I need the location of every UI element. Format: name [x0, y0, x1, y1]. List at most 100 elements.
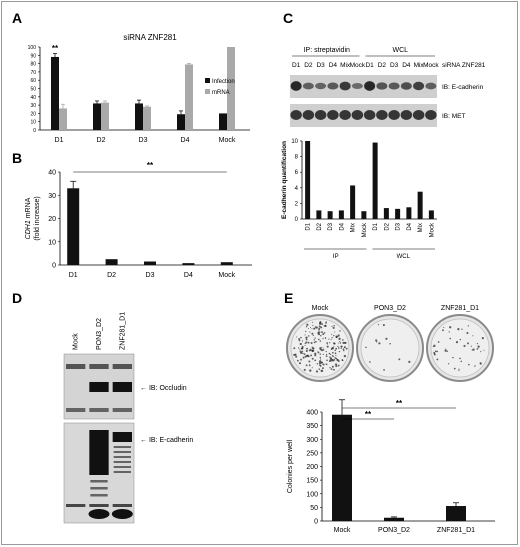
panel-e-colony: [299, 348, 301, 350]
panel-e-colony: [338, 342, 340, 344]
panel-d-blot2-label: ← IB: E-cadherin: [140, 437, 193, 444]
panel-c-lane-label: Mock: [350, 62, 366, 69]
panel-e-colony: [306, 336, 308, 338]
panel-c-category-label: Mix: [351, 223, 357, 232]
panel-e-colony: [329, 356, 331, 359]
panel-a-category-label: D1: [55, 137, 64, 144]
panel-e-colony: [318, 328, 320, 331]
panel-e-colony: [317, 332, 321, 336]
panel-e-colony: [319, 340, 322, 342]
panel-d-lower-band: [112, 408, 132, 412]
panel-c-ytick-label: 4: [295, 186, 299, 192]
panel-e-colony: [325, 353, 328, 356]
panel-e-colony: [339, 342, 342, 344]
panel-d-ecad-smear: [89, 430, 109, 475]
panel-b-ytick-label: 10: [48, 239, 56, 246]
panel-e-colony: [331, 347, 335, 350]
panel-e-colony: [460, 360, 463, 363]
panel-e-colony: [318, 368, 321, 370]
panel-a-chart: siRNA ZNF281 0 10 20 30 40 50 60 70 80 90 100 D1 D2 D3…: [28, 33, 250, 144]
panel-e-colony: [342, 339, 344, 341]
panel-e-colony: [310, 326, 312, 328]
panel-e-colony: [317, 332, 319, 334]
panel-e-colony: [299, 342, 302, 346]
panel-e-colony: [338, 350, 341, 353]
panel-e-colony: [331, 325, 333, 327]
panel-e-colony: [433, 344, 436, 348]
panel-e-colony: [334, 349, 336, 352]
panel-e-colony: [476, 347, 479, 350]
panel-e-colony: [320, 331, 323, 333]
panel-e-plate-label: Mock: [312, 305, 329, 312]
panel-a-ytick-label: 80: [30, 62, 36, 68]
panel-e-colony: [330, 339, 332, 341]
panel-a-ytick-label: 100: [28, 45, 37, 51]
panel-c-met-band: [388, 110, 400, 120]
panel-c-ecad-band: [315, 82, 327, 90]
panel-c-category-label: D1: [306, 222, 312, 230]
panel-d-upper-band: [89, 364, 109, 369]
panel-e-colony: [322, 333, 325, 336]
panel-b-significance: **: [147, 161, 154, 170]
panel-c-lane-label: D3: [316, 62, 325, 69]
panel-b-category-label: D4: [184, 272, 193, 279]
panel-b-ytick-label: 30: [48, 193, 56, 200]
panel-c-category-label: Mock: [362, 222, 368, 237]
panel-e-colony: [342, 348, 345, 351]
panel-d-occludin-band: [112, 382, 132, 392]
panel-e-colony: [332, 326, 335, 329]
panel-c-lane-label: D1: [365, 62, 374, 69]
panel-e-colony: [476, 342, 479, 345]
panel-e-bar: [332, 414, 352, 521]
panel-label-e: E: [284, 290, 294, 306]
panel-e-ytick-label: 250: [306, 450, 318, 457]
panel-e-colony: [305, 364, 308, 367]
panel-c-met-band: [425, 110, 437, 120]
panel-c-bar: [395, 208, 401, 219]
panel-e-colony: [320, 334, 322, 337]
panel-e-colony: [337, 364, 340, 367]
panel-e-colony: [331, 351, 334, 354]
panel-c-lane-label: Mock: [423, 62, 439, 69]
panel-e-colony: [365, 346, 367, 349]
panel-c-ylabel: E-cadherin quantification: [281, 141, 288, 219]
panel-e-colony: [312, 321, 314, 323]
panel-c-group-ip: IP: [333, 254, 339, 260]
panel-e-colony: [334, 331, 336, 333]
panel-e-colony: [458, 368, 460, 370]
panel-e-colony: [319, 353, 321, 355]
panel-c-ytick-label: 6: [295, 170, 299, 176]
panel-c-ecad-band: [302, 82, 314, 90]
panel-c-lane-label: D4: [402, 62, 411, 69]
panel-e-colony: [322, 363, 325, 366]
panel-c-bar: [417, 191, 423, 219]
panel-e-colony: [326, 359, 328, 362]
panel-e-colony: [322, 347, 324, 349]
panel-e-colony: [483, 349, 485, 351]
panel-d-upper-band: [66, 364, 86, 369]
panel-e-colony: [335, 365, 338, 368]
panel-e-colony: [479, 362, 482, 365]
panel-e-colony: [305, 326, 308, 328]
panel-e-ytick-label: 150: [306, 478, 318, 485]
panel-e-colony: [330, 357, 332, 360]
panel-a-category-label: Mock: [219, 137, 236, 144]
panel-a-ytick-label: 10: [30, 120, 36, 126]
panel-e-colony: [296, 336, 298, 338]
panel-e-colony: [322, 338, 324, 340]
panel-e-colony: [446, 350, 449, 352]
panel-a-bar-mrna: [185, 64, 193, 130]
panel-e-colony: [338, 337, 341, 341]
panel-e-colony: [303, 368, 306, 371]
panel-c-met-band: [363, 110, 376, 120]
panel-e-colony: [310, 354, 313, 357]
panel-e-ytick-label: 100: [306, 491, 318, 498]
panel-c-category-label: D4: [407, 222, 413, 230]
panel-e-colony: [331, 337, 333, 339]
panel-e-colony: [317, 338, 320, 341]
panel-e-colony: [321, 361, 323, 364]
panel-e-colony: [295, 355, 298, 358]
panel-e-colony: [293, 347, 296, 350]
panel-e-colony: [321, 323, 324, 325]
panel-e-colony: [302, 352, 304, 355]
